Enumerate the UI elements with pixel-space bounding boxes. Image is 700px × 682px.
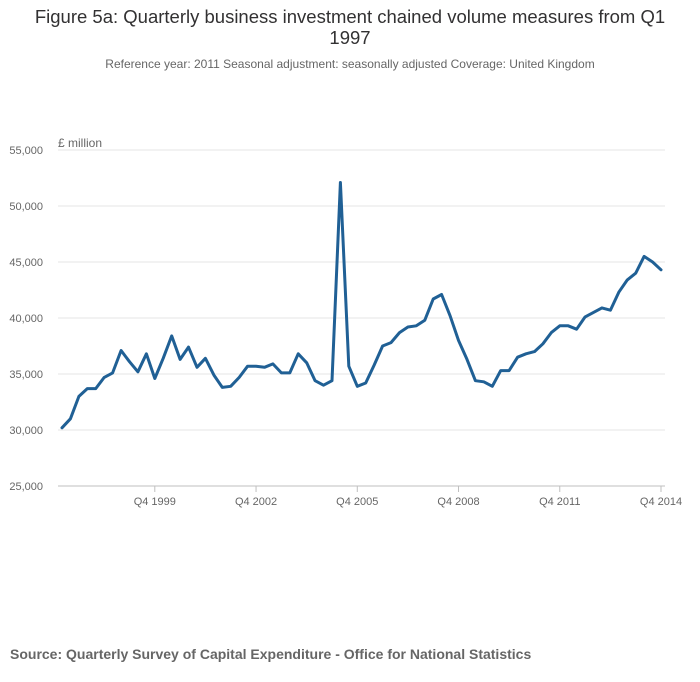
y-tick-label: 45,000 xyxy=(9,257,43,269)
series-investment xyxy=(60,181,663,430)
x-tick-label: Q4 2011 xyxy=(539,496,580,508)
x-tick-label: Q4 2014 xyxy=(640,496,682,508)
x-tick-label: Q4 1999 xyxy=(134,496,176,508)
y-axis: 25,000 30,000 35,000 40,000 45,000 50,000 55,0… xyxy=(9,145,43,493)
y-axis-label: £ million xyxy=(58,136,102,150)
x-tick-label: Q4 2008 xyxy=(437,496,479,508)
y-tick-label: 30,000 xyxy=(9,425,43,437)
chart-title: Figure 5a: Quarterly business investment… xyxy=(34,6,666,48)
x-tick-label: Q4 2005 xyxy=(336,496,378,508)
chart-subtitle: Reference year: 2011 Seasonal adjustment… xyxy=(105,57,595,71)
x-axis: Q4 1999 Q4 2002 Q4 2005 Q4 2008 Q4 2011 Q4 20… xyxy=(134,486,682,508)
series-line xyxy=(60,181,663,430)
y-tick-label: 25,000 xyxy=(9,481,43,493)
y-tick-label: 35,000 xyxy=(9,369,43,381)
y-tick-label: 55,000 xyxy=(9,145,43,157)
y-tick-label: 50,000 xyxy=(9,201,43,213)
y-tick-label: 40,000 xyxy=(9,313,43,325)
source-note: Source: Quarterly Survey of Capital Expe… xyxy=(10,646,532,662)
x-tick-label: Q4 2002 xyxy=(235,496,277,508)
gridlines xyxy=(58,149,665,487)
